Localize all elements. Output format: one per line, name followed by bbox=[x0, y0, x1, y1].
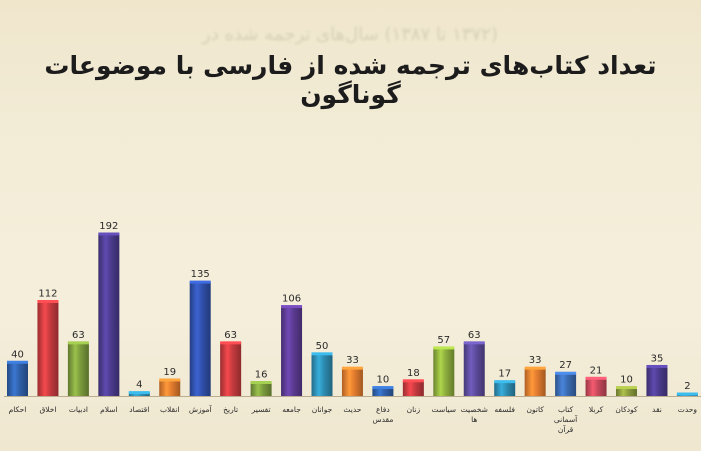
bar bbox=[281, 306, 303, 396]
bar-top-cap bbox=[37, 300, 59, 303]
bar-top-cap bbox=[676, 392, 698, 396]
bar-top-cap bbox=[311, 352, 333, 356]
category-tick-label: اسلام bbox=[100, 405, 118, 414]
bar bbox=[494, 381, 516, 396]
bar bbox=[555, 373, 577, 396]
bar bbox=[341, 368, 363, 396]
category-tick-label: احکام bbox=[9, 405, 27, 414]
bar-top-cap bbox=[67, 341, 89, 345]
bar bbox=[7, 362, 28, 396]
bar-top-cap bbox=[616, 386, 637, 390]
bar bbox=[524, 368, 546, 396]
category-tick-label: حدیث bbox=[343, 405, 361, 414]
bar-top-cap bbox=[128, 391, 150, 395]
data-label: 106 bbox=[282, 294, 301, 305]
data-label: 10 bbox=[620, 375, 633, 386]
data-label: 4 bbox=[136, 380, 142, 391]
chart-title: تعداد کتاب‌های ترجمه شده از فارسی با موض… bbox=[44, 51, 657, 109]
data-label: 33 bbox=[529, 355, 542, 366]
data-label: 40 bbox=[11, 349, 24, 360]
bar bbox=[220, 342, 242, 396]
data-label: 135 bbox=[191, 269, 210, 280]
category-tick-label: فلسفه bbox=[494, 405, 515, 414]
category-tick-label: اخلاق bbox=[39, 405, 56, 414]
data-label: 63 bbox=[468, 330, 481, 341]
data-label: 21 bbox=[590, 365, 603, 376]
bar bbox=[585, 378, 607, 396]
category-tick-label: جامعه bbox=[282, 405, 301, 414]
bar-top-cap bbox=[585, 376, 607, 380]
bar-top-cap bbox=[494, 380, 516, 384]
category-tick-label: اقتصاد bbox=[129, 405, 149, 414]
category-tick-label: تاریخ bbox=[223, 405, 238, 414]
bar bbox=[402, 380, 424, 396]
bar-top-cap bbox=[433, 346, 455, 350]
bar-top-cap bbox=[250, 381, 272, 384]
bar-top-cap bbox=[159, 378, 181, 382]
data-label: 19 bbox=[163, 367, 176, 378]
bar-top-cap bbox=[220, 341, 242, 345]
bar bbox=[463, 342, 485, 396]
data-label: 18 bbox=[407, 368, 420, 379]
bar-top-cap bbox=[646, 364, 668, 368]
data-label: 50 bbox=[316, 341, 329, 352]
category-tick-label: کربلا bbox=[589, 405, 604, 414]
category-tick-label: وحدت bbox=[678, 405, 698, 414]
bar bbox=[159, 379, 181, 396]
category-tick-label: کتاب bbox=[558, 405, 574, 414]
bar bbox=[646, 366, 668, 396]
bar bbox=[616, 387, 637, 396]
bar-top-cap bbox=[463, 341, 485, 345]
faint-bleedthrough-text: (۱۳۷۲ تا ۱۳۸۷) سال‌های ترجمه شده در bbox=[202, 24, 498, 45]
category-tick-label: شخصیت bbox=[461, 405, 488, 414]
data-label: 63 bbox=[224, 330, 237, 341]
data-label: 112 bbox=[38, 289, 57, 300]
category-tick-label: سیاست bbox=[432, 405, 456, 414]
category-tick-label: جوانان bbox=[312, 405, 333, 414]
category-tick-label: ادبیات bbox=[69, 405, 88, 414]
data-label: 33 bbox=[346, 355, 359, 366]
data-label: 57 bbox=[437, 335, 450, 346]
bar bbox=[433, 347, 455, 396]
bar bbox=[250, 382, 272, 396]
category-tick-label: آموزش bbox=[189, 404, 213, 414]
bar-top-cap bbox=[189, 280, 211, 284]
bar bbox=[128, 392, 150, 396]
bar bbox=[98, 234, 120, 396]
category-tick-label: قرآن bbox=[558, 424, 574, 434]
data-label: 27 bbox=[559, 360, 572, 371]
category-tick-label: آسمانی bbox=[554, 414, 578, 424]
bar bbox=[311, 353, 333, 396]
data-label: 17 bbox=[498, 369, 511, 380]
bar-top-cap bbox=[281, 305, 303, 309]
category-tick-label: کاتون bbox=[526, 405, 544, 414]
category-tick-label: تفسیر bbox=[251, 405, 271, 414]
category-tick-label: انقلاب bbox=[160, 405, 180, 414]
category-tick-label: کودکان bbox=[615, 405, 638, 414]
category-tick-label: مقدس bbox=[372, 415, 393, 424]
bar-top-cap bbox=[98, 232, 120, 236]
bar bbox=[37, 301, 59, 396]
data-label: 63 bbox=[72, 330, 85, 341]
bar bbox=[372, 387, 394, 396]
bar bbox=[189, 282, 211, 396]
bar-top-cap bbox=[555, 371, 577, 375]
bar-top-cap bbox=[402, 379, 424, 383]
category-tick-label: دفاع bbox=[376, 405, 390, 414]
data-label: 2 bbox=[684, 381, 690, 392]
bar-top-cap bbox=[524, 366, 546, 370]
category-tick-label: نقد bbox=[652, 405, 662, 414]
bar-top-cap bbox=[7, 360, 28, 364]
data-label: 16 bbox=[255, 370, 268, 381]
category-tick-label: زنان bbox=[407, 405, 421, 414]
bar-top-cap bbox=[372, 386, 394, 390]
category-tick-label: ها bbox=[471, 415, 477, 424]
bar-top-cap bbox=[341, 366, 363, 370]
bar bbox=[67, 342, 89, 396]
data-label: 35 bbox=[651, 353, 664, 364]
data-label: 192 bbox=[99, 221, 118, 232]
data-label: 10 bbox=[377, 375, 390, 386]
